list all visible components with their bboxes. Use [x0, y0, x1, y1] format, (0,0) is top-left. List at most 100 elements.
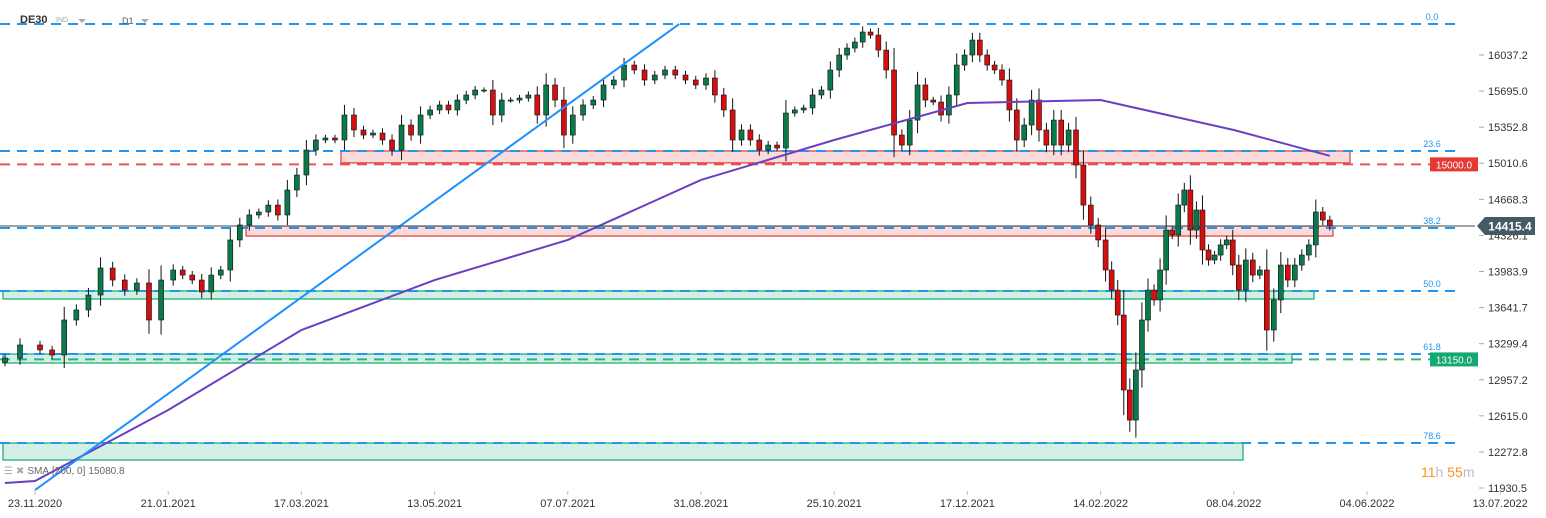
candle-bearish — [1006, 79, 1013, 111]
candle-bearish — [189, 274, 196, 281]
candle-bearish — [1187, 189, 1194, 231]
candle-bullish — [217, 269, 224, 276]
candle-bullish — [246, 214, 253, 226]
candle-bullish — [265, 204, 272, 213]
candle-bullish — [1211, 254, 1218, 261]
candle-bullish — [1271, 299, 1277, 331]
candle-bullish — [2, 357, 8, 363]
timer-hours: 11 — [1421, 464, 1436, 480]
candle-bullish — [1157, 269, 1163, 301]
candle-bullish — [1299, 254, 1305, 266]
fib-level-label: 78.6 — [1423, 431, 1441, 441]
x-tick-label: 23.11.2020 — [8, 498, 62, 510]
candle-bullish — [227, 239, 234, 271]
candle-bullish — [284, 189, 291, 216]
candle-bearish — [1102, 239, 1109, 271]
indicator-params: [200, 0] — [52, 466, 86, 477]
candle-bearish — [1036, 99, 1042, 131]
candle-bullish — [417, 114, 424, 136]
timeframe-dropdown-icon[interactable] — [141, 19, 149, 23]
candle-bullish — [1257, 269, 1263, 276]
candle-bullish — [1145, 289, 1151, 321]
candle-bullish — [322, 137, 329, 141]
candle-bullish — [454, 99, 461, 111]
candle-bullish — [818, 89, 825, 96]
candle-bullish — [621, 64, 627, 81]
y-tick-label: 13641.7 — [1488, 303, 1528, 315]
candle-bearish — [1320, 211, 1326, 221]
timer-m-unit: m — [1462, 464, 1475, 480]
candle-bearish — [561, 99, 567, 136]
support-level-badge — [1430, 352, 1478, 367]
fib-level-label: 61.8 — [1423, 342, 1441, 352]
x-tick-label: 17.12.2021 — [940, 498, 995, 510]
candle-bearish — [360, 129, 367, 136]
candle-bullish — [1278, 264, 1284, 301]
candle-bearish — [1229, 239, 1236, 266]
candle-bearish — [692, 79, 699, 86]
candle-bullish — [85, 294, 92, 311]
candle-bullish — [170, 269, 176, 281]
candle-countdown: 11h 55m — [1421, 464, 1474, 480]
candle-bullish — [481, 89, 487, 92]
y-tick-label: 12272.8 — [1488, 447, 1528, 459]
candle-bearish — [747, 129, 754, 141]
timeframe-selector[interactable]: D1 — [122, 16, 134, 26]
x-tick-label: 14.02.2022 — [1073, 498, 1128, 510]
symbol-dropdown-icon[interactable] — [78, 19, 86, 23]
candle-bearish — [534, 94, 541, 116]
candle-bullish — [398, 124, 405, 151]
candle-bullish — [436, 104, 443, 111]
candle-bullish — [738, 129, 745, 141]
candle-bearish — [867, 31, 874, 36]
candle-bullish — [961, 54, 968, 66]
candle-bearish — [490, 89, 496, 116]
candle-bullish — [827, 69, 834, 91]
candle-bearish — [275, 204, 281, 216]
resistance-level-label: 15000.0 — [1436, 160, 1473, 171]
candle-bullish — [17, 344, 23, 359]
trend-line — [34, 23, 680, 491]
candle-bearish — [1108, 269, 1115, 291]
candle-bearish — [179, 269, 186, 276]
candle-bearish — [49, 349, 55, 356]
instrument-type: IND — [56, 17, 69, 24]
candle-bearish — [198, 279, 205, 293]
x-tick-label: 21.01.2021 — [141, 498, 196, 510]
candle-bullish — [1193, 209, 1200, 231]
candle-bearish — [720, 94, 727, 111]
symbol-name[interactable]: DE30 — [20, 14, 48, 26]
candle-bullish — [256, 211, 262, 216]
candle-bearish — [1205, 249, 1212, 261]
candle-bullish — [543, 84, 549, 116]
candle-bullish — [1223, 239, 1230, 246]
candle-bullish — [73, 309, 80, 321]
x-tick-label: 07.07.2021 — [540, 498, 595, 510]
resistance-level-badge — [1430, 157, 1478, 172]
x-tick-label: 31.08.2021 — [673, 498, 728, 510]
indicator-close-icon[interactable]: ✖ — [15, 466, 25, 477]
y-tick-label: 15352.8 — [1488, 122, 1528, 134]
candle-bullish — [516, 97, 523, 101]
indicator-settings-icon[interactable]: ☰ — [4, 466, 13, 477]
candle-bullish — [946, 94, 952, 116]
candle-bullish — [1139, 319, 1145, 371]
candle-bullish — [341, 114, 348, 141]
candle-bearish — [1327, 219, 1333, 227]
y-tick-label: 13299.4 — [1488, 339, 1528, 351]
candle-bullish — [1065, 129, 1072, 146]
candle-bullish — [953, 64, 960, 96]
candle-bearish — [756, 139, 763, 151]
candle-bullish — [580, 104, 586, 116]
candle-bullish — [590, 99, 597, 106]
candle-bullish — [610, 79, 617, 86]
candle-bearish — [121, 279, 128, 291]
candle-bearish — [408, 124, 414, 136]
x-tick-label: 13.07.2022 — [1473, 498, 1528, 510]
candle-bearish — [1120, 314, 1127, 391]
x-tick-label: 17.03.2021 — [274, 498, 329, 510]
candle-bullish — [134, 282, 140, 291]
x-tick-label: 13.05.2021 — [407, 498, 462, 510]
candle-bearish — [1095, 224, 1101, 241]
